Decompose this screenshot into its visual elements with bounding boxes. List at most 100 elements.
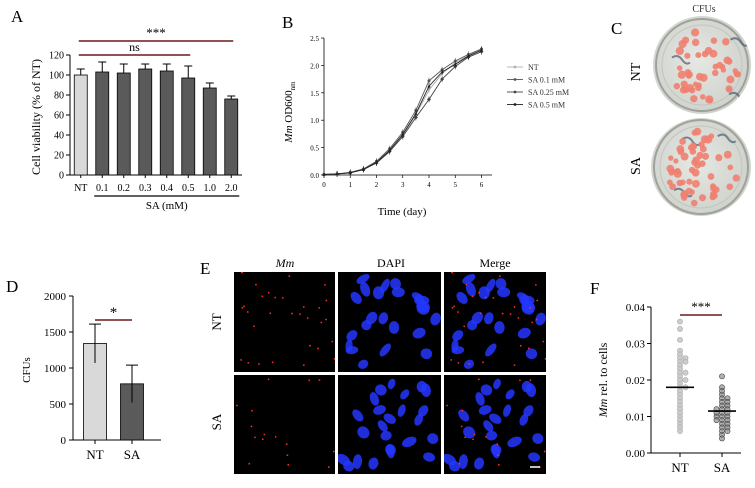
b-series-line bbox=[323, 48, 482, 175]
f-point bbox=[677, 318, 683, 325]
b-point bbox=[335, 172, 339, 176]
nucleus bbox=[465, 281, 477, 297]
nucleus bbox=[378, 312, 389, 325]
bacterium bbox=[318, 306, 321, 309]
a-ytick-label: 40 bbox=[54, 131, 64, 142]
b-point bbox=[453, 62, 457, 66]
b-point bbox=[427, 84, 431, 88]
a-bar bbox=[95, 71, 110, 176]
panel-e-tile-sa-dapi bbox=[338, 375, 441, 474]
bacterium bbox=[497, 463, 500, 466]
panel-b-ylabel-main: OD600 bbox=[283, 90, 295, 126]
nucleus bbox=[352, 454, 363, 469]
b-point bbox=[428, 89, 430, 92]
d-ytick-label: 0 bbox=[61, 435, 67, 447]
bacterium bbox=[286, 454, 289, 457]
colony bbox=[690, 199, 698, 207]
b-ytick-label: 1.5 bbox=[310, 90, 319, 98]
bacterium bbox=[471, 295, 474, 298]
b-point bbox=[453, 59, 457, 63]
f-ytick-label: 0.01 bbox=[626, 412, 645, 424]
nucleus bbox=[373, 405, 386, 415]
a-bar bbox=[116, 72, 131, 176]
bacterium bbox=[458, 462, 461, 465]
a-ytick-label: 120 bbox=[49, 51, 64, 62]
nucleus bbox=[485, 278, 496, 293]
colony bbox=[710, 37, 718, 44]
colony bbox=[691, 28, 700, 37]
bacterium bbox=[484, 296, 487, 299]
bacterium bbox=[461, 409, 464, 412]
bacterium bbox=[485, 435, 488, 438]
bacterium bbox=[248, 462, 251, 465]
plate-rim bbox=[653, 119, 749, 215]
plate-marker bbox=[729, 37, 749, 47]
colony bbox=[669, 183, 677, 191]
nucleus bbox=[375, 384, 387, 396]
bacterium bbox=[531, 321, 534, 324]
nucleus bbox=[386, 443, 395, 459]
nucleus bbox=[368, 457, 379, 470]
bacterium bbox=[302, 364, 305, 367]
panel-f-ylabel-italic: Mm bbox=[596, 398, 610, 418]
bacterium bbox=[267, 291, 270, 294]
bacterium bbox=[325, 299, 328, 302]
bacterium bbox=[325, 318, 327, 321]
bacterium bbox=[251, 409, 253, 412]
bacterium bbox=[519, 379, 521, 382]
colony bbox=[726, 75, 735, 84]
bacterium bbox=[302, 306, 305, 308]
a-category-label: 0.3 bbox=[139, 183, 152, 194]
panel-e-tile-nt-merge bbox=[444, 272, 546, 372]
panel-letter-c: C bbox=[611, 19, 622, 38]
a-ytick-label: 80 bbox=[54, 91, 64, 102]
colony bbox=[677, 70, 687, 79]
nucleus bbox=[495, 278, 507, 290]
bacterium bbox=[281, 297, 284, 299]
panel-letter-f: F bbox=[590, 279, 599, 298]
panel-letter-b: B bbox=[282, 13, 293, 32]
panel-b-ylabel: Mm OD600nm bbox=[283, 81, 297, 144]
nucleus bbox=[380, 278, 390, 293]
bacterium bbox=[513, 306, 516, 308]
panel-b-growth-chart: Mm OD600nm Time (day) 0.0 0.5 1.0 1.5 2.0 2.5… bbox=[283, 35, 569, 218]
f-point bbox=[682, 369, 689, 376]
bacterium bbox=[496, 443, 499, 446]
b-xtick-label: 4 bbox=[427, 181, 431, 189]
panel-e-col-label-mm: Mm bbox=[275, 256, 295, 270]
nucleus bbox=[484, 312, 494, 325]
panel-c-row-label-nt: NT bbox=[629, 62, 644, 81]
nucleus bbox=[521, 303, 535, 315]
nucleus bbox=[377, 420, 388, 432]
plate-marker bbox=[681, 136, 701, 147]
d-significance-label: * bbox=[110, 305, 118, 321]
bacterium bbox=[327, 466, 330, 468]
colony bbox=[693, 127, 702, 136]
bacterium bbox=[463, 325, 466, 328]
a-category-label: 0.2 bbox=[118, 183, 131, 194]
panel-letter-d: D bbox=[6, 277, 18, 296]
nucleus bbox=[458, 409, 470, 422]
bacterium bbox=[446, 404, 448, 407]
nucleus bbox=[412, 327, 426, 339]
a-group-label: SA (mM) bbox=[146, 200, 188, 212]
bacterium bbox=[308, 379, 311, 382]
nucleus bbox=[525, 348, 538, 360]
nucleus bbox=[486, 430, 498, 441]
bacterium bbox=[269, 312, 272, 315]
f-point bbox=[719, 435, 725, 442]
f-ytick-label: 0.02 bbox=[626, 375, 645, 387]
nucleus bbox=[523, 405, 534, 417]
nucleus bbox=[390, 278, 402, 290]
nucleus bbox=[365, 311, 378, 325]
nucleus bbox=[360, 281, 371, 297]
panel-letter-e: E bbox=[200, 259, 210, 278]
nucleus bbox=[471, 311, 483, 325]
bacterium bbox=[450, 359, 453, 361]
colony bbox=[692, 156, 700, 164]
f-point bbox=[677, 325, 683, 332]
nucleus bbox=[380, 430, 392, 441]
colony bbox=[727, 164, 734, 171]
d-category-label: NT bbox=[86, 447, 103, 462]
a-category-label: 2.0 bbox=[225, 183, 238, 194]
